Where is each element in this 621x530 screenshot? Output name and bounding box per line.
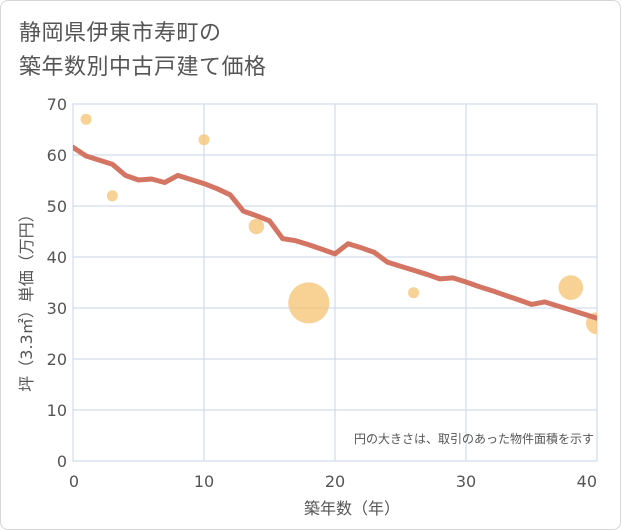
scatter-point	[288, 282, 330, 324]
y-tick-label: 10	[47, 401, 67, 420]
x-tick-label: 0	[69, 472, 79, 491]
x-tick-label: 30	[456, 472, 476, 491]
scatter-point	[558, 275, 584, 300]
y-axis-label: 坪（3.3㎡）単価（万円）	[17, 206, 36, 391]
y-tick-label: 70	[47, 95, 67, 114]
average-price-line	[73, 144, 597, 321]
scatter-point	[248, 218, 265, 235]
x-tick-label: 40	[577, 472, 597, 491]
scatter-layer	[80, 113, 597, 335]
grid-layer	[72, 103, 598, 462]
line-layer	[73, 144, 597, 321]
chart-annotation: 円の大きさは、取引のあった物件面積を示す	[354, 431, 594, 446]
y-tick-label: 20	[47, 350, 67, 369]
scatter-point	[198, 134, 210, 146]
y-tick-label: 0	[57, 452, 67, 471]
y-tick-label: 40	[47, 248, 67, 267]
chart-title-line2: 築年数別中古戸建て価格	[19, 55, 267, 80]
y-tick-label: 60	[47, 146, 67, 165]
x-tick-label: 20	[325, 472, 345, 491]
y-tick-label: 30	[47, 299, 67, 318]
scatter-point	[408, 287, 420, 299]
axis-layer: 0 10 20 30 40 50 60 70 0 10 20 30 40	[47, 95, 597, 491]
scatter-point	[80, 113, 92, 125]
y-tick-label: 50	[47, 197, 67, 216]
scatter-point	[106, 190, 118, 202]
chart-title: 静岡県伊東市寿町の 築年数別中古戸建て価格	[19, 17, 267, 85]
x-axis-label: 築年数（年）	[304, 499, 400, 518]
x-tick-label: 10	[194, 472, 214, 491]
chart-title-line1: 静岡県伊東市寿町の	[19, 21, 222, 46]
